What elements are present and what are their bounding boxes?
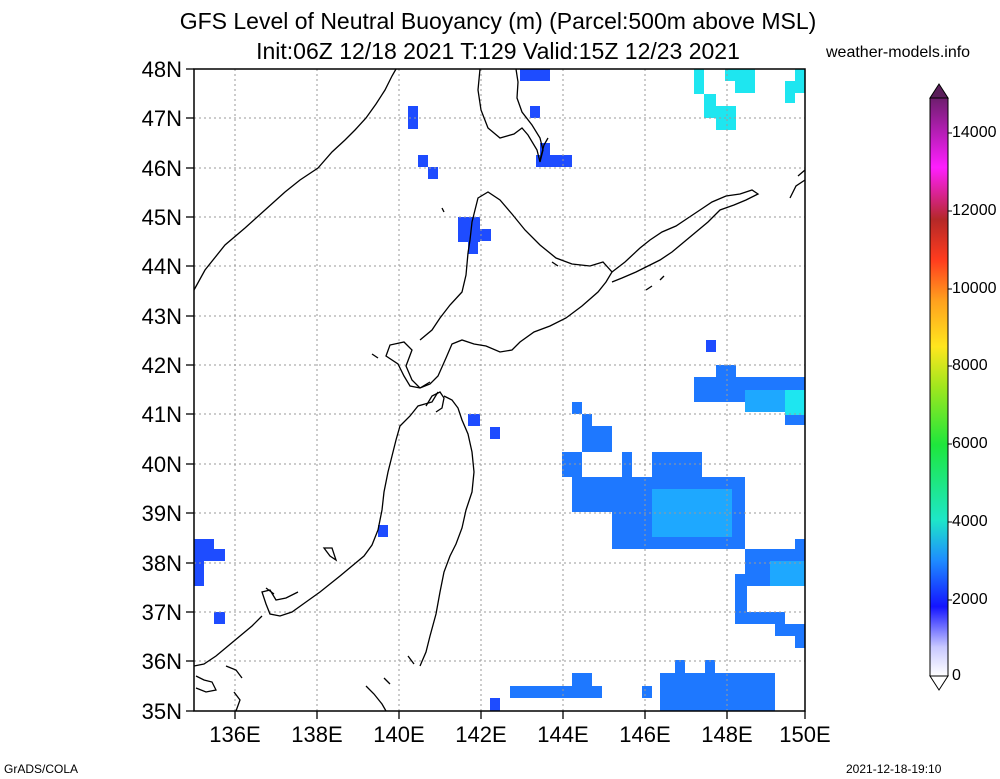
shading-field xyxy=(194,69,805,711)
lat-label-41: 41N xyxy=(141,402,182,427)
footer-software: GrADS/COLA xyxy=(4,762,79,776)
lat-label-47: 47N xyxy=(141,106,182,131)
chart-title: GFS Level of Neutral Buoyancy (m) (Parce… xyxy=(179,8,817,34)
grid-lines xyxy=(194,69,805,711)
colorbar xyxy=(929,83,952,691)
colorbar-label-6000: 6000 xyxy=(952,435,988,452)
colorbar-label-0: 0 xyxy=(952,667,961,684)
lat-label-46: 46N xyxy=(141,156,182,181)
colorbar-label-4000: 4000 xyxy=(952,513,988,530)
lon-label-138: 138E xyxy=(291,722,343,747)
colorbar-label-2000: 2000 xyxy=(952,591,988,608)
footer-timestamp: 2021-12-18-19:10 xyxy=(846,762,942,776)
lat-label-36: 36N xyxy=(141,649,182,674)
colorbar-label-12000: 12000 xyxy=(952,202,997,219)
lon-label-148: 148E xyxy=(701,722,753,747)
lon-label-146: 146E xyxy=(619,722,671,747)
map-frame xyxy=(193,68,806,712)
site-credit: weather-models.info xyxy=(826,44,971,61)
lon-label-142: 142E xyxy=(455,722,507,747)
coastlines xyxy=(194,69,805,711)
lon-label-136: 136E xyxy=(209,722,261,747)
colorbar-label-8000: 8000 xyxy=(952,357,988,374)
lat-label-37: 37N xyxy=(141,600,182,625)
chart-subtitle: Init:06Z 12/18 2021 T:129 Valid:15Z 12/2… xyxy=(256,38,740,64)
lat-label-39: 39N xyxy=(141,501,182,526)
lat-label-42: 42N xyxy=(141,353,182,378)
lat-label-38: 38N xyxy=(141,551,182,576)
axis-ticks xyxy=(186,68,806,719)
lat-label-40: 40N xyxy=(141,452,182,477)
lat-label-35: 35N xyxy=(141,699,182,724)
lat-label-44: 44N xyxy=(141,254,182,279)
lat-label-43: 43N xyxy=(141,304,182,329)
lon-label-140: 140E xyxy=(373,722,425,747)
lat-label-45: 45N xyxy=(141,205,182,230)
colorbar-label-14000: 14000 xyxy=(952,124,997,141)
colorbar-label-10000: 10000 xyxy=(952,280,997,297)
lon-label-144: 144E xyxy=(537,722,589,747)
lon-label-150: 150E xyxy=(779,722,831,747)
lat-label-48: 48N xyxy=(141,57,182,82)
